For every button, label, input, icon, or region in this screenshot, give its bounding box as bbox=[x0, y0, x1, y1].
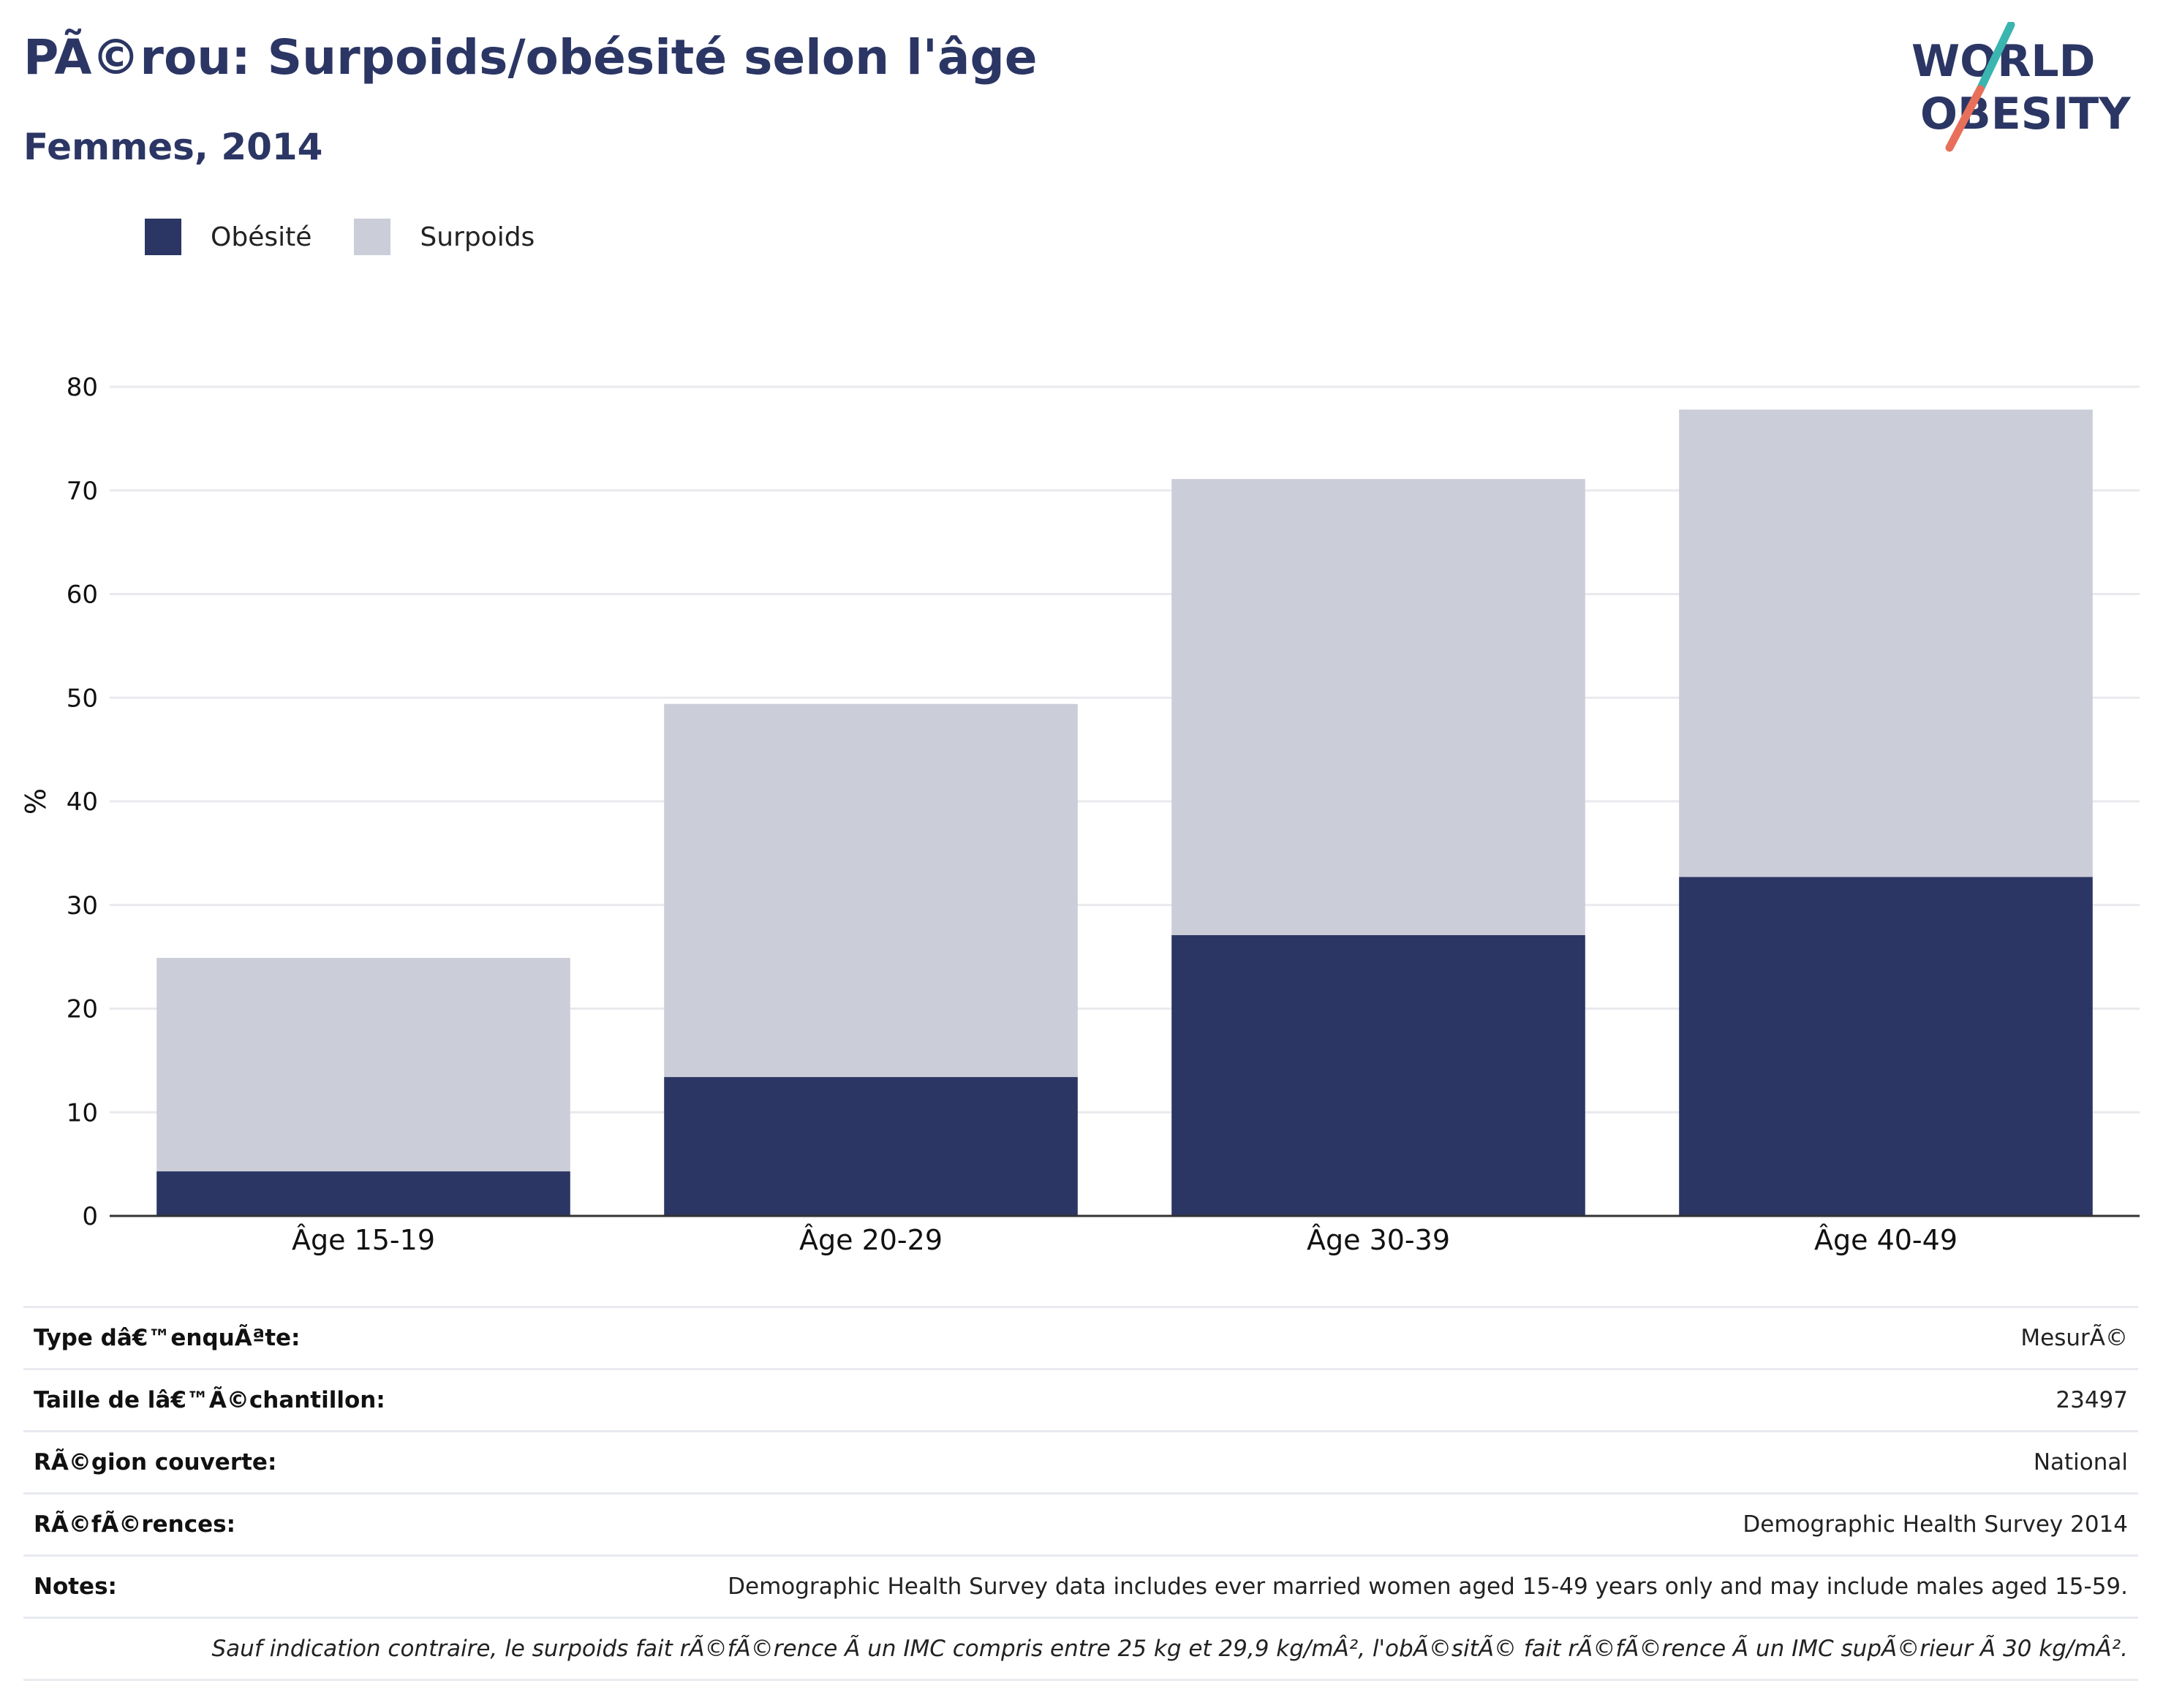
page-subtitle: Femmes, 2014 bbox=[23, 126, 323, 168]
logo-slash-teal bbox=[1976, 22, 2015, 94]
info-value: National bbox=[2033, 1449, 2128, 1475]
world-obesity-logo: WORLD OBESITY bbox=[1911, 22, 2132, 152]
chart-legend: Obésité Surpoids bbox=[145, 216, 577, 257]
y-tick-label: 0 bbox=[82, 1202, 98, 1231]
x-tick-label: Âge 40-49 bbox=[1814, 1224, 1958, 1256]
bar-overweight bbox=[156, 958, 570, 1172]
y-tick-label: 60 bbox=[67, 581, 98, 610]
y-tick-label: 80 bbox=[67, 373, 98, 402]
legend-swatch-obesity bbox=[145, 219, 181, 255]
bar-obesity bbox=[664, 1077, 1078, 1216]
survey-info-table: Type dâ€™enquÃªte: MesurÃ© Taille de lâ€… bbox=[23, 1306, 2138, 1681]
info-footnote-row: Sauf indication contraire, le surpoids f… bbox=[23, 1617, 2138, 1681]
legend-swatch-overweight bbox=[354, 219, 391, 255]
x-tick-label: Âge 20-29 bbox=[799, 1224, 943, 1256]
legend-label-overweight: Surpoids bbox=[420, 222, 535, 252]
bar-overweight bbox=[1171, 479, 1585, 935]
info-label: Notes: bbox=[34, 1573, 117, 1600]
y-tick-label: 30 bbox=[67, 891, 98, 921]
info-row-notes: Notes: Demographic Health Survey data in… bbox=[23, 1554, 2138, 1617]
logo-slash-coral bbox=[1945, 85, 1985, 152]
bar-obesity bbox=[1679, 877, 2093, 1216]
info-row-sample-size: Taille de lâ€™Ã©chantillon: 23497 bbox=[23, 1368, 2138, 1430]
legend-label-obesity: Obésité bbox=[211, 222, 312, 252]
logo-line-2: OBESITY bbox=[1920, 88, 2132, 140]
bar-obesity bbox=[1171, 934, 1585, 1216]
x-tick-label: Âge 15-19 bbox=[292, 1224, 435, 1256]
info-value: Demographic Health Survey data includes … bbox=[728, 1573, 2128, 1600]
x-tick-label: Âge 30-39 bbox=[1307, 1224, 1450, 1256]
info-value: Demographic Health Survey 2014 bbox=[1743, 1511, 2128, 1538]
bmi-footnote: Sauf indication contraire, le surpoids f… bbox=[211, 1636, 2129, 1662]
info-label: Type dâ€™enquÃªte: bbox=[34, 1325, 301, 1351]
info-label: Taille de lâ€™Ã©chantillon: bbox=[34, 1387, 385, 1413]
bar-overweight bbox=[1679, 409, 2093, 877]
y-tick-label: 70 bbox=[67, 477, 98, 506]
info-value: MesurÃ© bbox=[2020, 1325, 2128, 1351]
bar-obesity bbox=[156, 1171, 570, 1216]
y-tick-label: 40 bbox=[67, 787, 98, 817]
info-label: RÃ©fÃ©rences: bbox=[34, 1511, 235, 1538]
legend-item-overweight[interactable]: Surpoids bbox=[354, 219, 535, 255]
legend-item-obesity[interactable]: Obésité bbox=[145, 219, 312, 255]
y-tick-label: 10 bbox=[67, 1098, 98, 1127]
info-label: RÃ©gion couverte: bbox=[34, 1449, 277, 1475]
page-title: PÃ©rou: Surpoids/obésité selon l'âge bbox=[23, 29, 1038, 86]
y-tick-label: 20 bbox=[67, 995, 98, 1024]
info-row-survey-type: Type dâ€™enquÃªte: MesurÃ© bbox=[23, 1306, 2138, 1368]
info-value: 23497 bbox=[2056, 1387, 2128, 1413]
info-row-region: RÃ©gion couverte: National bbox=[23, 1430, 2138, 1492]
stacked-bar-chart: 0 10 20 30 40 50 60 70 80% Âge 15-19 Âge 20-29 Âge … bbox=[20, 373, 2140, 1256]
y-axis-label: % bbox=[20, 788, 52, 815]
info-row-references: RÃ©fÃ©rences: Demographic Health Survey … bbox=[23, 1492, 2138, 1554]
y-tick-label: 50 bbox=[67, 684, 98, 713]
bar-overweight bbox=[664, 703, 1078, 1078]
